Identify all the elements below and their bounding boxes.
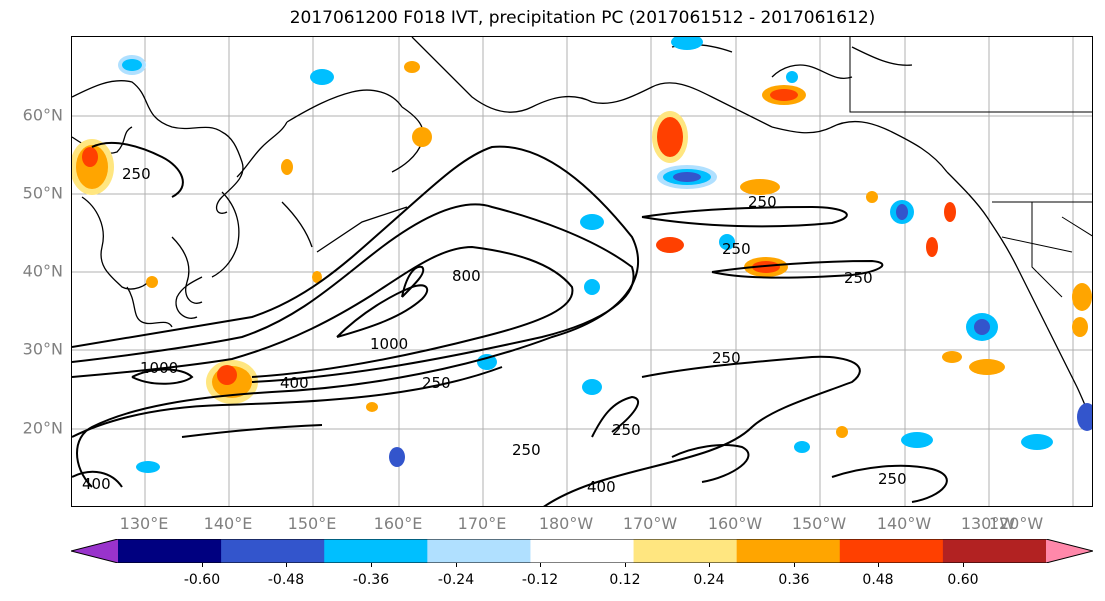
- contour-label: 400: [587, 478, 616, 496]
- colorbar-extend-max: [1046, 539, 1093, 563]
- colorbar-tick-label: -0.12: [521, 572, 559, 588]
- colorbar-tick-label: -0.24: [437, 572, 475, 588]
- lat-label: 60°N: [22, 105, 63, 125]
- lon-label: 170°E: [457, 514, 507, 533]
- contour-label: 250: [748, 193, 777, 211]
- contour-label: 250: [712, 349, 741, 367]
- colorbar: [71, 539, 1093, 563]
- contour-labels: 250 250 250 250 800 1000 1000 400 250 25…: [82, 165, 907, 496]
- lon-label: 150°E: [287, 514, 337, 533]
- colorbar-cell: [324, 539, 428, 563]
- lon-label: 130°W: [960, 514, 1016, 533]
- lon-label: 160°E: [373, 514, 423, 533]
- colorbar-tick-label: 0.36: [778, 572, 810, 588]
- colorbar-cell: [118, 539, 222, 563]
- colorbar-tick-label: -0.48: [267, 572, 305, 588]
- colorbar-tick: [456, 563, 457, 567]
- contour-label: 400: [280, 374, 309, 392]
- precip-anomalies: [72, 37, 1092, 473]
- lat-label: 50°N: [22, 183, 63, 203]
- colorbar-cell: [633, 539, 738, 563]
- colorbar-tick-label: 0.24: [693, 572, 725, 588]
- colorbar-cell: [942, 539, 1047, 563]
- colorbar-cell: [530, 539, 635, 563]
- colorbar-cell: [221, 539, 325, 563]
- colorbar-tick: [625, 563, 626, 567]
- colorbar-tick: [202, 563, 203, 567]
- lon-label: 140°E: [203, 514, 253, 533]
- contour-label: 250: [122, 165, 151, 183]
- ivt-contours: [72, 141, 948, 506]
- colorbar-cell: [839, 539, 944, 563]
- contour-label: 1000: [370, 335, 408, 353]
- contour-label: 250: [844, 269, 873, 287]
- colorbar-tick: [540, 563, 541, 567]
- contour-label: 250: [878, 470, 907, 488]
- map-svg: 250 250 250 250 800 1000 1000 400 250 25…: [72, 37, 1092, 506]
- contour-label: 400: [82, 475, 111, 493]
- colorbar-tick: [709, 563, 710, 567]
- colorbar-cell: [736, 539, 841, 563]
- colorbar-tick-label: 0.48: [862, 572, 894, 588]
- colorbar-tick-label: 0.60: [947, 572, 979, 588]
- colorbar-tick-label: -0.36: [352, 572, 390, 588]
- contour-label: 250: [422, 374, 451, 392]
- gridlines: [72, 37, 1092, 506]
- lon-label: 160°W: [707, 514, 763, 533]
- colorbar-tick-label: -0.60: [183, 572, 221, 588]
- colorbar-tick: [963, 563, 964, 567]
- colorbar-tick: [794, 563, 795, 567]
- colorbar-cell: [427, 539, 531, 563]
- political-borders: [849, 37, 1092, 298]
- contour-label: 800: [452, 267, 481, 285]
- contour-label: 1000: [140, 359, 178, 377]
- coastlines: [72, 37, 1092, 424]
- lon-label: 150°W: [791, 514, 847, 533]
- contour-label: 250: [612, 421, 641, 439]
- contour-label: 250: [722, 240, 751, 258]
- map-panel: 250 250 250 250 800 1000 1000 400 250 25…: [71, 36, 1093, 507]
- colorbar-tick: [371, 563, 372, 567]
- lon-label: 170°W: [622, 514, 678, 533]
- lon-label: 180°W: [538, 514, 594, 533]
- lon-label: 130°E: [119, 514, 169, 533]
- lon-label: 120°W: [988, 514, 1044, 533]
- lon-label: 140°W: [876, 514, 932, 533]
- colorbar-tick: [878, 563, 879, 567]
- map-title: 2017061200 F018 IVT, precipitation PC (2…: [289, 8, 876, 28]
- lat-label: 30°N: [22, 339, 63, 359]
- contour-label: 250: [512, 441, 541, 459]
- lat-label: 40°N: [22, 261, 63, 281]
- colorbar-extend-min: [71, 539, 118, 563]
- colorbar-tick: [286, 563, 287, 567]
- colorbar-tick-label: 0.12: [609, 572, 641, 588]
- lat-label: 20°N: [22, 418, 63, 438]
